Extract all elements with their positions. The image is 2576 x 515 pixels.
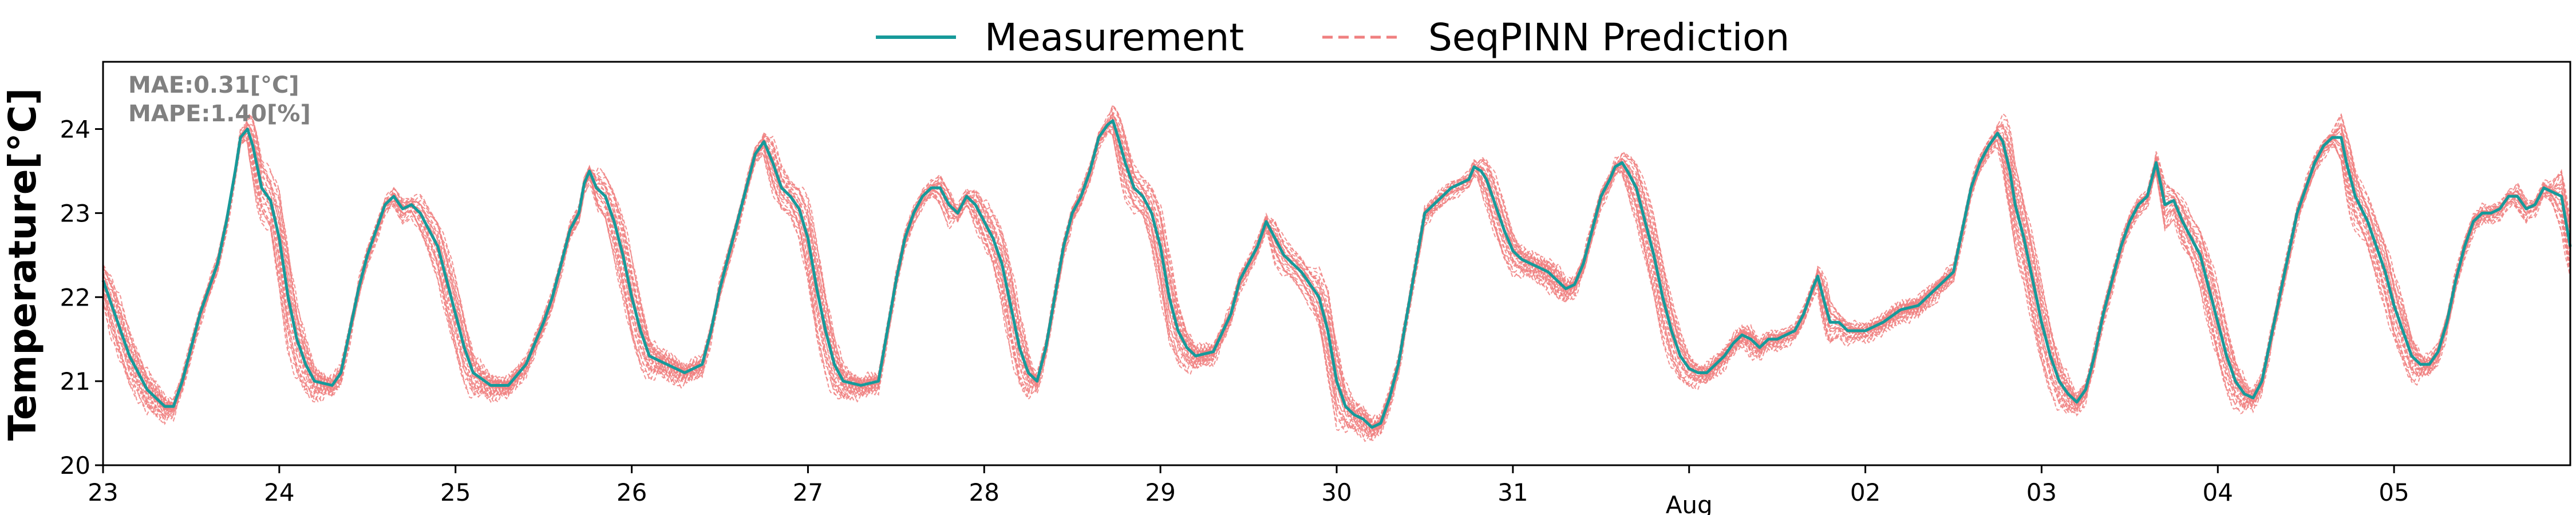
x-tick-label: 28	[969, 478, 999, 506]
y-tick-label: 23	[60, 199, 90, 227]
legend: Measurement SeqPINN Prediction	[876, 15, 1789, 60]
x-tick-label: Aug	[1666, 491, 1713, 515]
y-axis: 20 21 22 23 24	[60, 116, 103, 480]
y-axis-label: Temperature[°C]	[1, 88, 45, 441]
prediction-line	[102, 131, 2571, 438]
mape-annotation: MAPE:1.40[%]	[128, 101, 311, 127]
x-tick-label: 24	[264, 478, 294, 506]
prediction-series	[102, 104, 2571, 442]
x-tick-label: 30	[1321, 478, 1352, 506]
mae-annotation: MAE:0.31[°C]	[128, 72, 299, 98]
prediction-line	[102, 130, 2571, 437]
legend-measurement-label: Measurement	[985, 15, 1244, 60]
x-tick-label: 26	[617, 478, 647, 506]
plot-area	[101, 104, 2572, 442]
x-tick-label: 04	[2203, 478, 2233, 506]
prediction-line	[102, 104, 2571, 423]
x-tick-label: 27	[793, 478, 823, 506]
x-tick-label: 05	[2379, 478, 2409, 506]
x-tick-label: 23	[88, 478, 118, 506]
x-tick-label: 29	[1145, 478, 1175, 506]
y-tick-label: 22	[60, 283, 90, 311]
x-tick-label: 03	[2026, 478, 2057, 506]
legend-prediction-label: SeqPINN Prediction	[1428, 15, 1789, 60]
x-axis: 23 24 25 26 27 28 29 30 31 Aug 02 03 04 05	[88, 465, 2409, 515]
x-tick-label: 25	[440, 478, 471, 506]
x-tick-label: 02	[1850, 478, 1880, 506]
y-tick-label: 24	[60, 116, 90, 144]
y-tick-label: 21	[60, 367, 90, 395]
prediction-line	[102, 129, 2571, 438]
measurement-line	[101, 119, 2572, 429]
measurement-series	[101, 119, 2572, 429]
y-tick-label: 20	[60, 451, 90, 480]
x-tick-label: 31	[1498, 478, 1528, 506]
